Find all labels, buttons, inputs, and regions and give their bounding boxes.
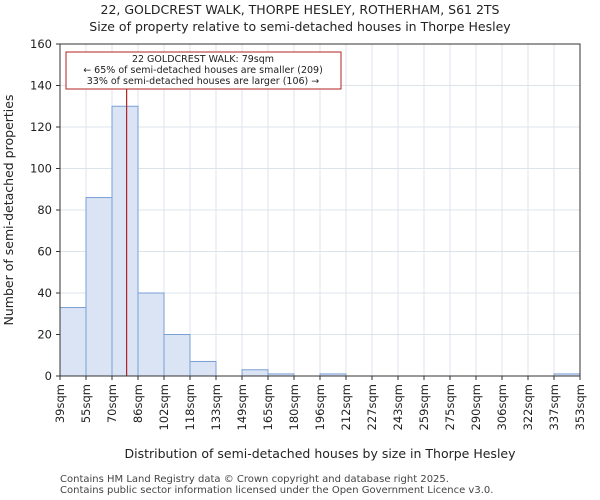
x-tick-label: 275sqm [443, 384, 457, 430]
x-tick-label: 86sqm [131, 384, 145, 423]
annotation-line-3: 33% of semi-detached houses are larger (… [87, 76, 320, 87]
x-tick-label: 243sqm [391, 384, 405, 430]
x-tick-label: 306sqm [495, 384, 509, 430]
y-tick-label: 0 [45, 369, 52, 383]
bar-39sqm [59, 307, 87, 377]
bar-118sqm [189, 360, 217, 377]
y-tick-label: 120 [30, 120, 52, 134]
y-tick-labels: 0 20 40 60 80 100 120 140 160 [30, 37, 60, 383]
x-tick-labels: 39sqm 55sqm 70sqm 86sqm 102sqm 118sqm 133sqm 14… [53, 376, 587, 430]
x-tick-label: 165sqm [261, 384, 275, 430]
x-tick-label: 196sqm [313, 384, 327, 430]
x-tick-label: 118sqm [183, 384, 197, 430]
x-tick-label: 102sqm [157, 384, 171, 430]
x-tick-label: 322sqm [521, 384, 535, 430]
x-tick-label: 353sqm [573, 384, 587, 430]
y-tick-label: 100 [30, 162, 52, 176]
bar-149sqm [241, 369, 269, 377]
annotation-line-2: ← 65% of semi-detached houses are smalle… [83, 65, 323, 76]
x-tick-label: 180sqm [287, 384, 301, 430]
y-axis-title: Number of semi-detached properties [1, 95, 16, 326]
y-tick-label: 40 [37, 286, 52, 300]
x-tick-label: 212sqm [339, 384, 353, 430]
x-tick-label: 290sqm [469, 384, 483, 430]
y-tick-label: 80 [37, 203, 52, 217]
footer-line-2: Contains public sector information licen… [60, 485, 494, 496]
x-tick-label: 149sqm [235, 384, 249, 430]
bar-86sqm [137, 292, 165, 377]
x-tick-label: 337sqm [547, 384, 561, 430]
annotation-border [65, 51, 342, 90]
x-axis-title: Distribution of semi-detached houses by … [124, 446, 516, 461]
x-tick-label: 39sqm [53, 384, 67, 423]
annotation-line-1: 22 GOLDCREST WALK: 79sqm [132, 54, 274, 65]
y-tick-label: 140 [30, 79, 52, 93]
chart-title: 22, GOLDCREST WALK, THORPE HESLEY, ROTHE… [101, 2, 500, 17]
footer-line-1: Contains HM Land Registry data © Crown c… [60, 474, 449, 485]
bar-70sqm [111, 105, 139, 377]
bar-102sqm [163, 334, 191, 377]
y-tick-label: 20 [37, 328, 52, 342]
annotation-box: 22 GOLDCREST WALK: 79sqm ← 65% of semi-d… [65, 51, 342, 90]
x-tick-label: 55sqm [79, 384, 93, 423]
y-tick-label: 60 [37, 245, 52, 259]
x-tick-label: 133sqm [209, 384, 223, 430]
chart-subtitle: Size of property relative to semi-detach… [89, 19, 511, 34]
x-tick-label: 70sqm [105, 384, 119, 423]
x-tick-label: 227sqm [365, 384, 379, 430]
x-tick-label: 259sqm [417, 384, 431, 430]
bar-55sqm [85, 197, 113, 377]
bars [59, 105, 581, 377]
y-tick-label: 160 [30, 37, 52, 51]
